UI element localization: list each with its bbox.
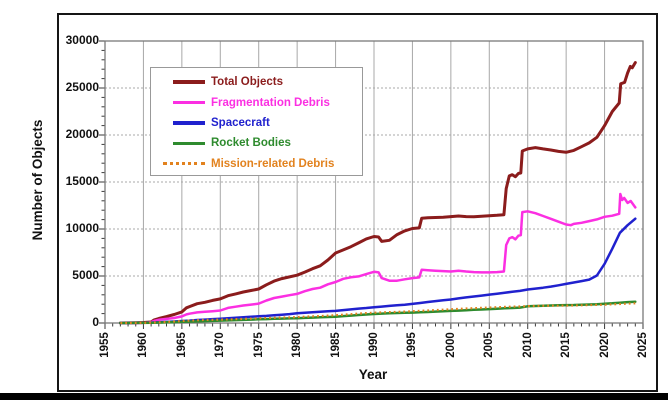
- bottom-rule-bar: [0, 393, 668, 400]
- chart-figure: Number of Objects Year Total Objects Fra…: [30, 13, 658, 392]
- legend-label-fragmentation-debris: Fragmentation Debris: [211, 96, 330, 109]
- y-tick-label: 10000: [65, 221, 99, 235]
- legend-swatch-fragmentation-debris: [173, 100, 205, 105]
- series-line: [120, 302, 636, 325]
- legend-label-mission-related-debris: Mission-related Debris: [211, 157, 335, 170]
- x-tick-label: 1980: [291, 332, 304, 358]
- legend-box: Total Objects Fragmentation Debris Space…: [150, 67, 363, 176]
- series-line: [119, 217, 637, 325]
- series-line: [118, 61, 637, 325]
- legend-swatch-rocket-bodies: [173, 141, 205, 146]
- x-tick-label: 2000: [444, 332, 457, 358]
- series-line: [119, 300, 637, 325]
- x-tick-label: 1970: [214, 332, 227, 358]
- y-tick-label: 5000: [72, 268, 99, 282]
- y-tick-label: 30000: [65, 33, 99, 47]
- plot-area: [99, 40, 644, 329]
- legend-entry-total-objects: Total Objects: [151, 72, 362, 92]
- legend-label-spacecraft: Spacecraft: [211, 116, 270, 129]
- legend-entry-mission-related-debris: Mission-related Debris: [151, 154, 362, 174]
- x-tick-label: 1965: [175, 332, 188, 358]
- x-axis-title: Year: [358, 367, 388, 382]
- legend-entry-rocket-bodies: Rocket Bodies: [151, 133, 362, 153]
- x-tick-label: 2010: [521, 332, 534, 358]
- legend-swatch-mission-related-debris: [163, 162, 205, 166]
- x-tick-label: 1960: [137, 332, 150, 358]
- legend-swatch-total-objects: [173, 80, 205, 84]
- x-tick-label: 2015: [560, 332, 573, 358]
- x-tick-label: 2025: [637, 332, 649, 358]
- legend-label-rocket-bodies: Rocket Bodies: [211, 137, 291, 150]
- y-tick-label: 15000: [65, 174, 99, 188]
- legend-entry-fragmentation-debris: Fragmentation Debris: [151, 92, 362, 112]
- y-tick-label: 0: [92, 315, 99, 329]
- y-axis-title: Number of Objects: [30, 119, 45, 241]
- x-tick-label: 2020: [598, 332, 611, 358]
- legend-swatch-spacecraft: [173, 121, 205, 125]
- y-tick-label: 25000: [65, 80, 99, 94]
- x-tick-label: 2005: [483, 332, 496, 358]
- x-tick-label: 1975: [252, 332, 265, 358]
- x-tick-label: 1955: [99, 332, 111, 358]
- x-tick-label: 1985: [329, 332, 342, 358]
- x-tick-label: 1995: [406, 332, 419, 358]
- legend-label-total-objects: Total Objects: [211, 76, 283, 89]
- legend-entry-spacecraft: Spacecraft: [151, 113, 362, 133]
- x-tick-label: 1990: [368, 332, 380, 358]
- series-line: [119, 192, 637, 325]
- y-tick-label: 20000: [65, 127, 99, 141]
